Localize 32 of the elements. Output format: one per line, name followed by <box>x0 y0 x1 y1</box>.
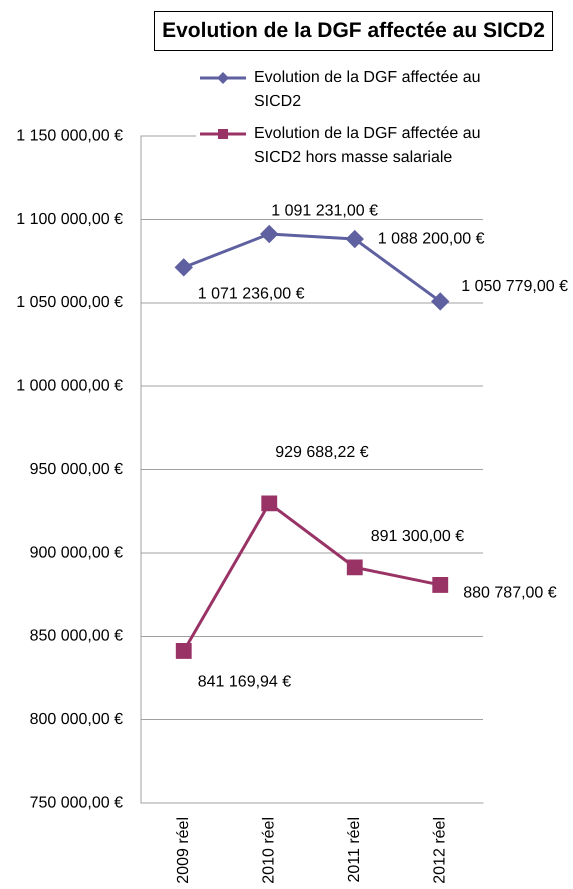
point <box>431 292 450 310</box>
point <box>346 230 364 248</box>
x-tick-label: 2012 réel <box>432 817 449 884</box>
x-tick-label: 2010 réel <box>260 817 278 884</box>
data-label: 1 091 231,00 € <box>271 202 378 220</box>
point <box>432 576 448 593</box>
x-tick-label: 2011 réel <box>346 817 364 883</box>
data-label: 891 300,00 € <box>370 528 464 545</box>
y-tick-label: 750 000,00 € <box>30 794 124 812</box>
x-tick-label: 2009 réel <box>175 817 192 884</box>
legend-label: Evolution de la DGF affectée au SICD2 <box>254 68 482 112</box>
point <box>260 225 278 243</box>
data-label: 1 071 236,00 € <box>198 286 305 303</box>
data-label: 929 688,22 € <box>275 444 369 461</box>
data-label: 1 088 200,00 € <box>378 230 485 248</box>
y-tick-label: 1 000 000,00 € <box>16 378 124 395</box>
point <box>346 559 363 576</box>
data-label: 841 169,94 € <box>198 673 292 690</box>
y-tick-label: 950 000,00 € <box>30 460 124 478</box>
y-tick-label: 1 150 000,00 € <box>16 127 124 144</box>
y-tick-label: 900 000,00 € <box>30 544 124 562</box>
chart-title: Evolution de la DGF affectée au SICD2 <box>154 11 553 51</box>
point <box>174 258 193 276</box>
point <box>261 495 278 512</box>
point <box>176 643 192 659</box>
y-tick-label: 800 000,00 € <box>30 711 124 728</box>
y-tick-label: 1 100 000,00 € <box>16 210 124 228</box>
legend-label: Evolution de la DGF affectée au SICD2 hors masse salariale <box>254 124 482 168</box>
y-tick-label: 850 000,00 € <box>30 628 124 645</box>
y-tick-label: 1 050 000,00 € <box>16 294 124 312</box>
data-label: 880 787,00 € <box>463 584 557 602</box>
data-label: 1 050 779,00 € <box>461 278 568 295</box>
